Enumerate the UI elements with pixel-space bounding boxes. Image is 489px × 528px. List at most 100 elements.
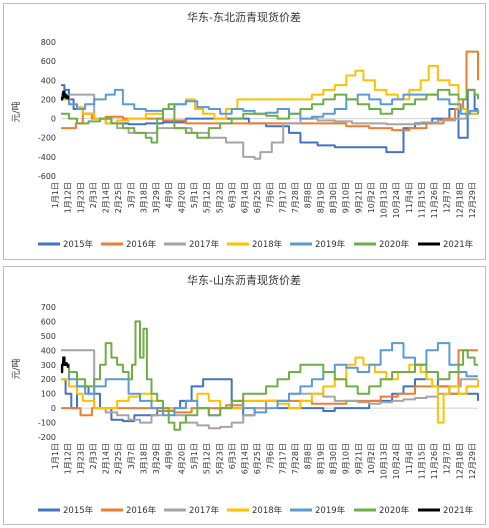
x-tick-label: 7月28日 (291, 443, 300, 474)
x-tick-label: 10月24日 (392, 443, 401, 479)
y-tick-label: 700 (41, 303, 56, 312)
legend-label: 2016年 (126, 239, 157, 250)
x-tick-label: 2月25日 (114, 443, 123, 474)
y-tick-label: 100 (41, 390, 56, 399)
x-tick-label: 10月2日 (367, 182, 376, 213)
x-tick-label: 8月30日 (329, 443, 338, 474)
y-tick-label: -100 (38, 419, 56, 428)
y-tick-label: 200 (41, 95, 56, 104)
x-tick-label: 12月29日 (468, 443, 477, 479)
x-tick-label: 5月12日 (203, 182, 212, 213)
y-tick-label: 400 (41, 346, 56, 355)
x-tick-label: 9月10日 (342, 182, 351, 213)
x-tick-label: 7月17日 (278, 443, 287, 474)
y-axis-label: 元/吨 (10, 101, 22, 122)
chart-title: 华东-山东沥青现货价差 (187, 273, 301, 287)
x-tick-label: 7月6日 (266, 443, 275, 469)
x-tick-label: 5月23日 (215, 443, 224, 474)
x-tick-label: 4月9日 (165, 182, 174, 208)
x-tick-label: 1月12日 (64, 443, 73, 474)
x-tick-label: 5月23日 (215, 182, 224, 213)
x-tick-label: 11月15日 (417, 182, 426, 218)
x-tick-label: 2月25日 (114, 182, 123, 213)
legend-label: 2017年 (189, 239, 220, 250)
x-tick-label: 2月14日 (102, 182, 111, 213)
x-tick-label: 3月18日 (139, 443, 148, 474)
legend-label: 2021年 (443, 239, 474, 250)
x-tick-label: 1月23日 (76, 443, 85, 474)
x-tick-label: 3月29日 (152, 182, 161, 213)
x-tick-label: 7月6日 (266, 182, 275, 208)
series-line (60, 356, 70, 374)
legend-label: 2015年 (63, 239, 94, 250)
x-tick-label: 7月28日 (291, 182, 300, 213)
chart-panel-bottom: 华东-山东沥青现货价差 元/吨 700 600 500 400 300 200 100 0 -1… (3, 266, 486, 525)
x-tick-label: 3月7日 (127, 443, 136, 469)
x-tick-label: 3月18日 (139, 182, 148, 213)
series-line (60, 90, 70, 101)
legend-label: 2017年 (189, 505, 220, 516)
x-tick-label: 10月13日 (380, 182, 389, 218)
legend-label: 2021年 (443, 505, 474, 516)
y-tick-label: 0 (51, 115, 56, 124)
x-tick-label: 2月3日 (89, 443, 98, 469)
x-tick-label: 6月14日 (241, 443, 250, 474)
x-tick-label: 8月19日 (316, 182, 325, 213)
x-tick-label: 3月29日 (152, 443, 161, 474)
x-tick-label: 7月17日 (278, 182, 287, 213)
series-line (61, 342, 478, 417)
x-tick-label: 6月14日 (241, 182, 250, 213)
legend-label: 2019年 (315, 505, 346, 516)
legend-label: 2018年 (252, 239, 283, 250)
y-tick-label: 600 (41, 317, 56, 326)
legend-label: 2020年 (379, 239, 410, 250)
x-tick-label: 6月3日 (228, 443, 237, 469)
y-tick-label: -200 (38, 433, 56, 442)
chart-east-northeast: 华东-东北沥青现货价差 元/吨 800 600 400 200 0 -200 -400 -60… (10, 10, 479, 250)
y-tick-label: 800 (41, 38, 56, 47)
y-tick-label: 600 (41, 57, 56, 66)
x-tick-label: 5月12日 (203, 443, 212, 474)
y-tick-label: -200 (38, 134, 56, 143)
x-tick-label: 4月20日 (177, 182, 186, 213)
x-tick-label: 3月7日 (127, 182, 136, 208)
x-tick-label: 4月9日 (165, 443, 174, 469)
x-tick-label: 12月7日 (443, 182, 452, 213)
x-tick-label: 8月8日 (304, 443, 313, 469)
y-tick-label: 400 (41, 76, 56, 85)
x-tick-label: 11月4日 (405, 443, 414, 474)
y-axis-label: 元/吨 (10, 358, 22, 379)
x-tick-label: 10月2日 (367, 443, 376, 474)
legend-label: 2015年 (63, 505, 94, 516)
x-tick-label: 11月4日 (405, 182, 414, 213)
x-tick-label: 8月19日 (316, 443, 325, 474)
x-tick-label: 10月24日 (392, 182, 401, 218)
x-tick-label: 6月25日 (253, 182, 262, 213)
x-tick-label: 9月10日 (342, 443, 351, 474)
x-tick-label: 5月1日 (190, 443, 199, 469)
y-tick-label: -600 (38, 172, 56, 181)
legend-label: 2020年 (379, 505, 410, 516)
x-tick-label: 11月26日 (430, 182, 439, 218)
series-line (61, 64, 478, 125)
legend-label: 2016年 (126, 505, 157, 516)
x-tick-label: 1月12日 (64, 182, 73, 213)
x-tick-label: 6月3日 (228, 182, 237, 208)
y-tick-label: 0 (51, 404, 56, 413)
y-tick-label: 200 (41, 375, 56, 384)
series-line (61, 356, 479, 424)
y-tick-label: 300 (41, 361, 56, 370)
x-tick-label: 1月1日 (51, 443, 60, 469)
chart-panel-top: 华东-东北沥青现货价差 元/吨 800 600 400 200 0 -200 -400 -60… (3, 3, 486, 260)
x-tick-label: 11月26日 (430, 443, 439, 479)
x-tick-label: 2月3日 (89, 182, 98, 208)
legend-label: 2018年 (252, 505, 283, 516)
x-tick-label: 12月18日 (455, 443, 464, 479)
x-tick-label: 12月29日 (468, 182, 477, 218)
x-tick-label: 9月21日 (354, 182, 363, 213)
x-tick-label: 6月25日 (253, 443, 262, 474)
x-tick-label: 2月14日 (102, 443, 111, 474)
series-line (61, 320, 478, 431)
chart-east-shandong: 华东-山东沥青现货价差 元/吨 700 600 500 400 300 200 100 0 -1… (10, 273, 479, 516)
x-tick-label: 8月30日 (329, 182, 338, 213)
